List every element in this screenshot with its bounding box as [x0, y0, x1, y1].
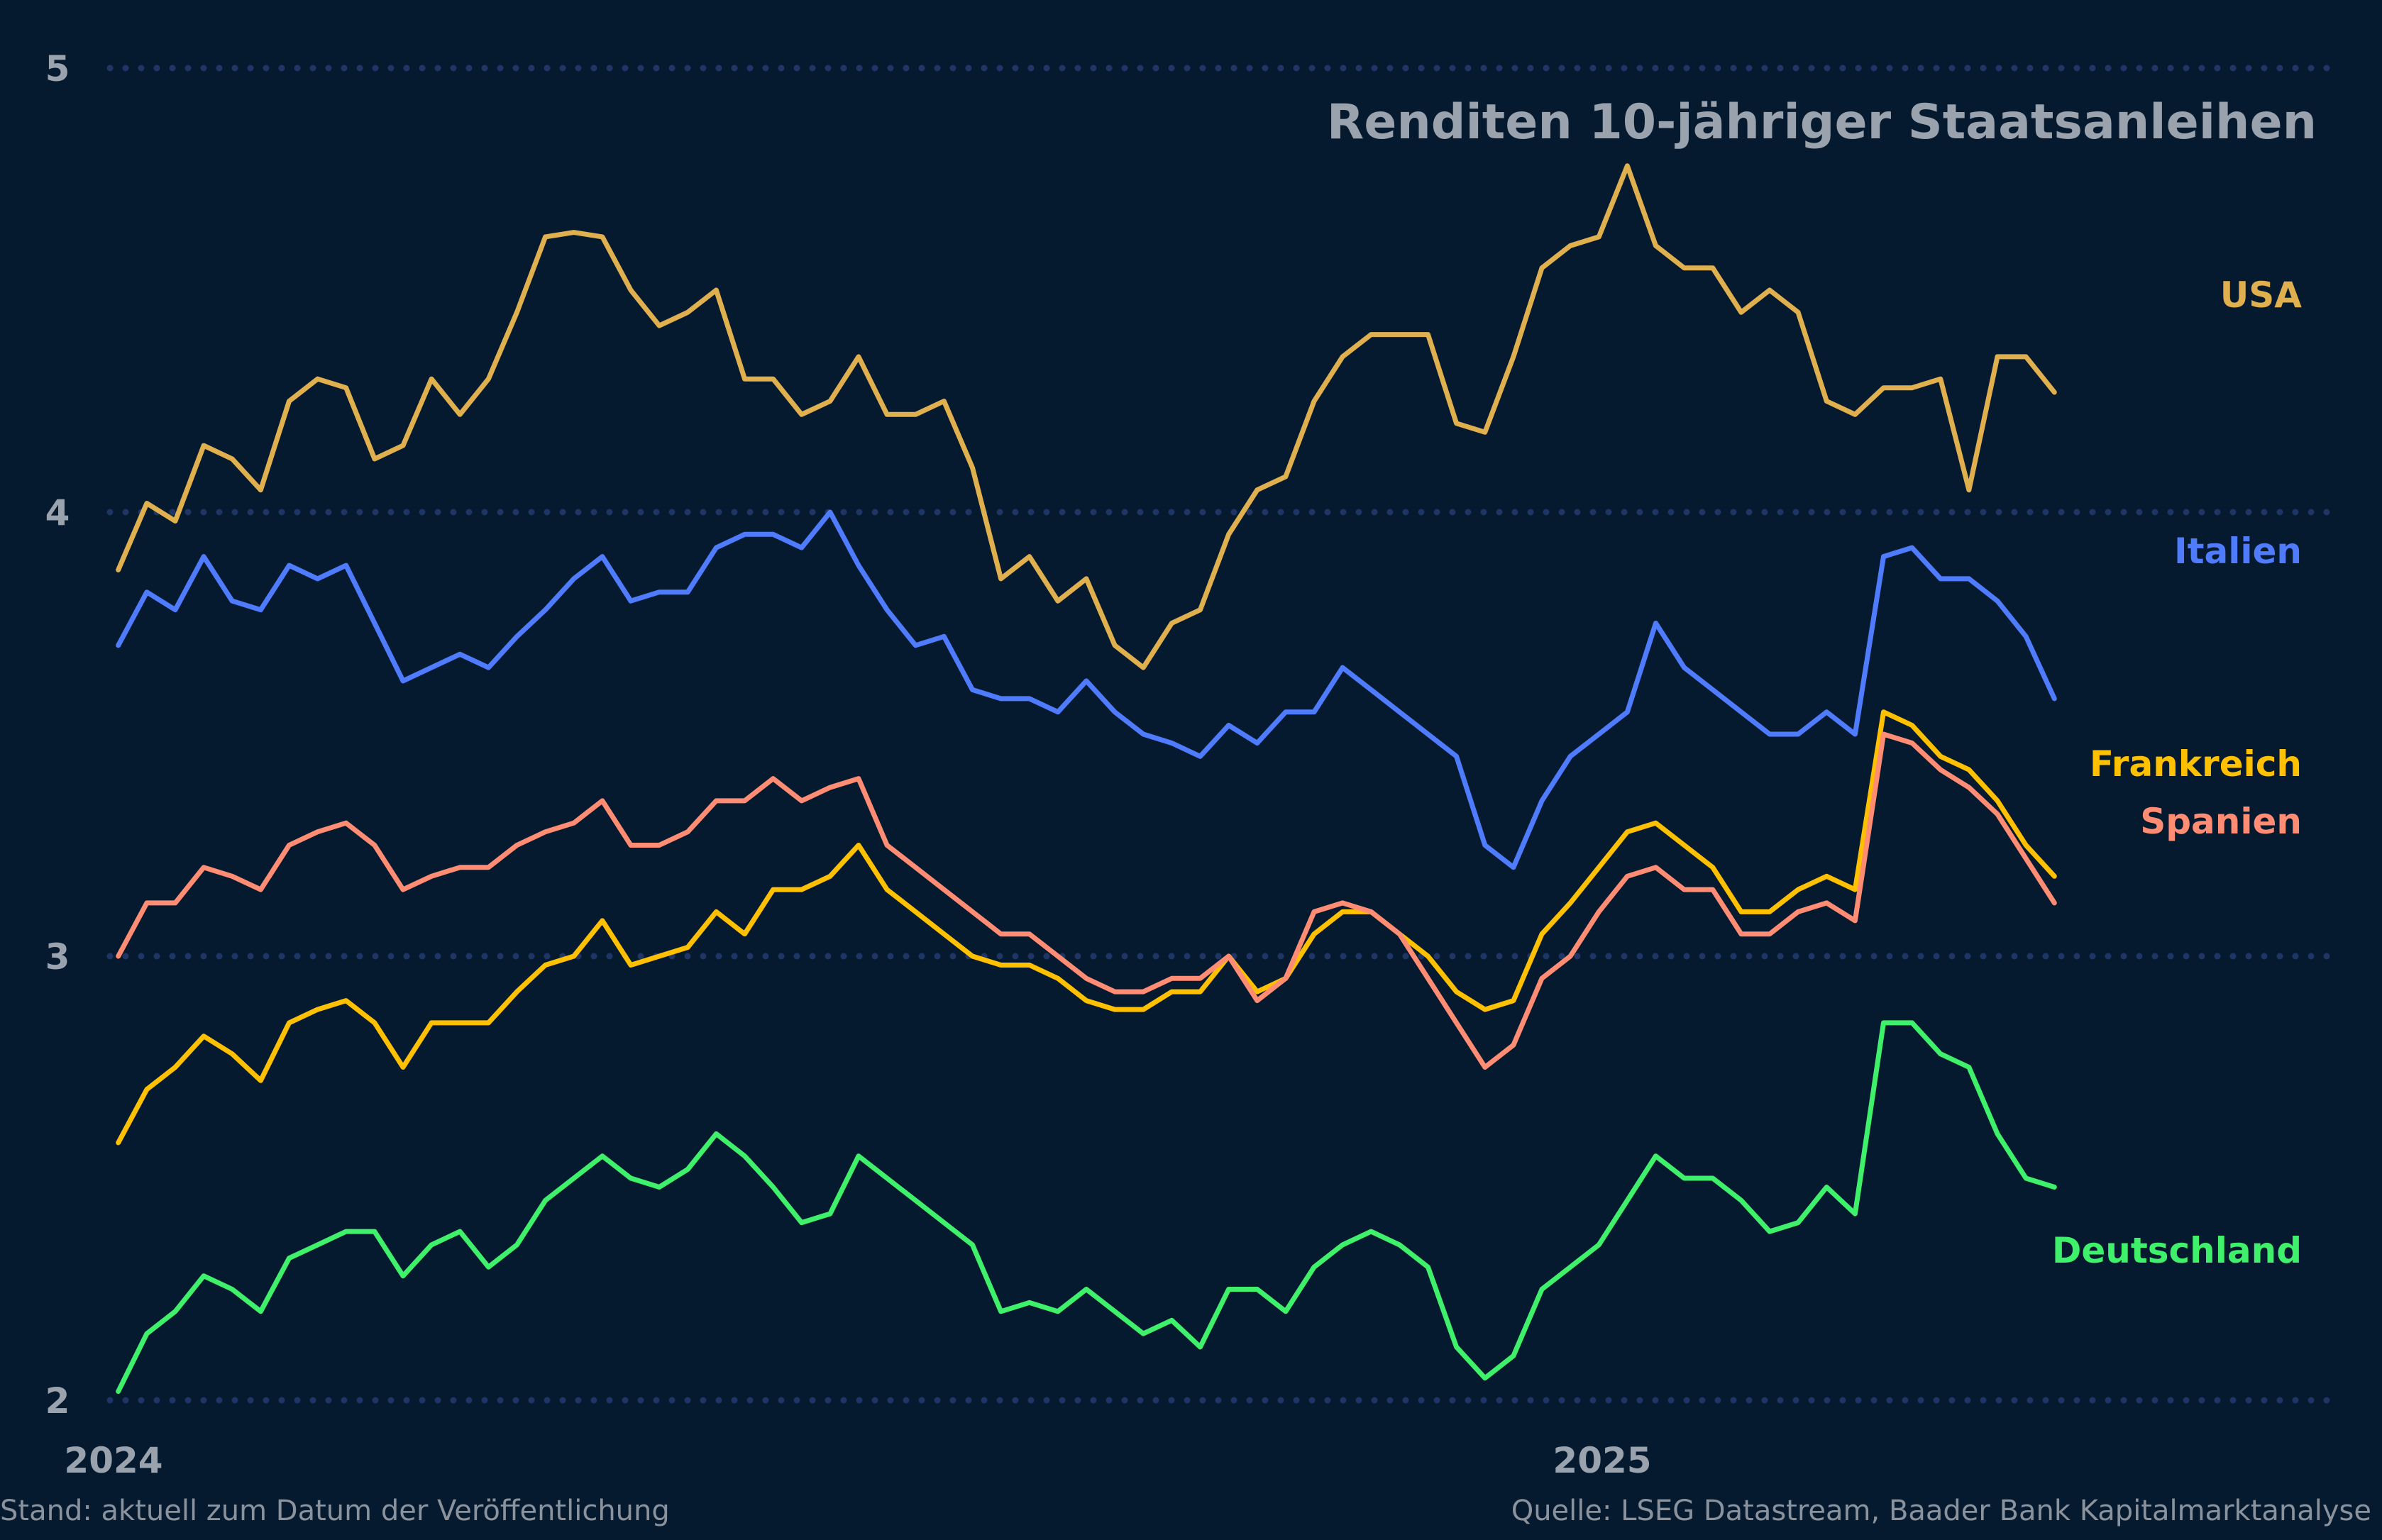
- series-label-italien: Italien: [2174, 531, 2302, 572]
- y-axis-ticks: 2 3 4 5: [45, 48, 70, 1422]
- series-labels: USA Italien Frankreich Spanien Deutschland: [2052, 275, 2302, 1271]
- series-lines: [116, 163, 2057, 1394]
- footer-left: Stand: aktuell zum Datum der Veröffentli…: [0, 1495, 670, 1527]
- footer-right: Quelle: LSEG Datastream, Baader Bank Kap…: [1511, 1495, 2371, 1527]
- series-line-spanien: [116, 731, 2057, 1070]
- series-label-spanien: Spanien: [2140, 801, 2302, 842]
- y-tick-label: 3: [45, 936, 70, 977]
- series-label-usa: USA: [2220, 275, 2303, 316]
- y-tick-label: 4: [45, 492, 70, 533]
- series-label-deutschland: Deutschland: [2052, 1230, 2302, 1271]
- series-label-frankreich: Frankreich: [2090, 743, 2302, 785]
- y-tick-label: 2: [45, 1380, 70, 1422]
- x-tick-label: 2025: [1553, 1440, 1651, 1481]
- series-line-italien: [116, 509, 2057, 870]
- x-tick-label: 2024: [64, 1440, 162, 1481]
- chart-title: Renditen 10-jähriger Staatsanleihen: [1327, 94, 2317, 150]
- series-line-deutschland: [116, 1020, 2057, 1394]
- x-axis-ticks: 2024 2025: [64, 1440, 1651, 1481]
- y-tick-label: 5: [45, 48, 70, 89]
- series-line-usa: [116, 163, 2057, 670]
- series-line-frankreich: [116, 709, 2057, 1146]
